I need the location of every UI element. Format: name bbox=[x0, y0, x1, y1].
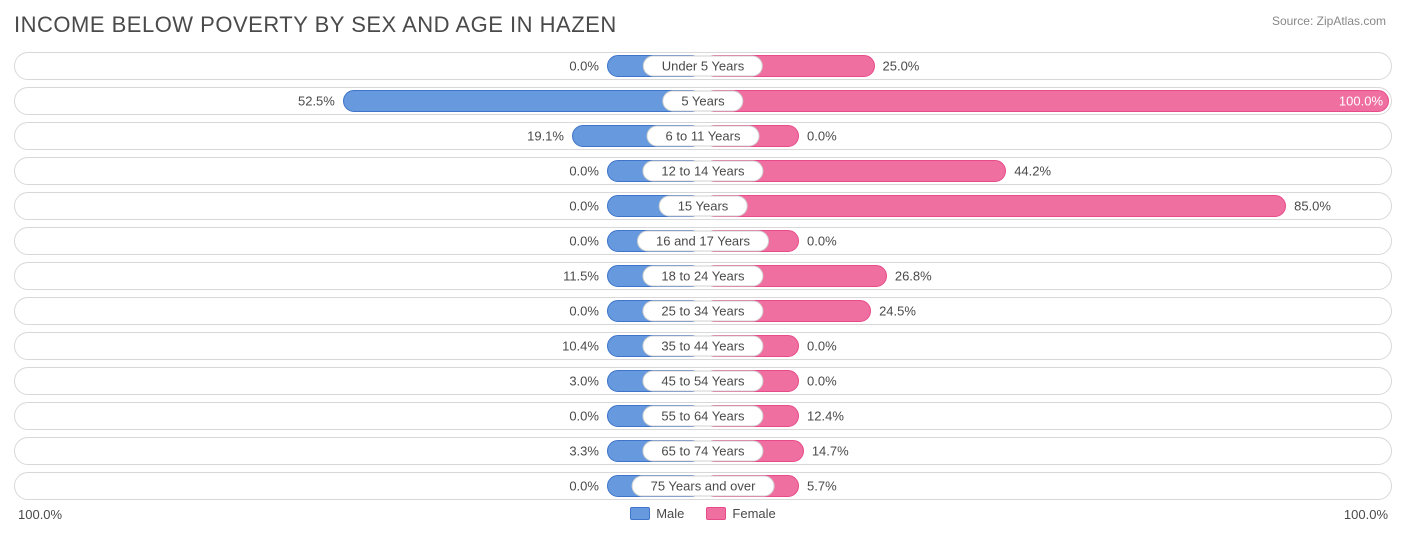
chart-title: INCOME BELOW POVERTY BY SEX AND AGE IN H… bbox=[14, 12, 1392, 38]
chart-row: 0.0% 12.4% 55 to 64 Years bbox=[14, 402, 1392, 430]
female-value-label: 100.0% bbox=[1339, 94, 1383, 109]
female-value-label: 0.0% bbox=[807, 129, 837, 144]
category-label: 12 to 14 Years bbox=[642, 161, 763, 182]
category-label: 6 to 11 Years bbox=[647, 126, 760, 147]
legend: Male Female bbox=[14, 506, 1392, 521]
category-label: 35 to 44 Years bbox=[642, 336, 763, 357]
female-value-label: 0.0% bbox=[807, 234, 837, 249]
male-value-label: 19.1% bbox=[527, 129, 564, 144]
female-value-label: 0.0% bbox=[807, 339, 837, 354]
female-value-label: 25.0% bbox=[883, 59, 920, 74]
chart-row: 3.3% 14.7% 65 to 74 Years bbox=[14, 437, 1392, 465]
category-label: 5 Years bbox=[662, 91, 743, 112]
male-value-label: 10.4% bbox=[562, 339, 599, 354]
female-value-label: 14.7% bbox=[812, 444, 849, 459]
legend-item-female: Female bbox=[706, 506, 775, 521]
male-value-label: 0.0% bbox=[569, 59, 599, 74]
male-value-label: 0.0% bbox=[569, 164, 599, 179]
chart-row: 0.0% 85.0% 15 Years bbox=[14, 192, 1392, 220]
female-value-label: 85.0% bbox=[1294, 199, 1331, 214]
legend-swatch-female bbox=[706, 507, 726, 520]
female-value-label: 44.2% bbox=[1014, 164, 1051, 179]
male-value-label: 0.0% bbox=[569, 304, 599, 319]
female-value-label: 26.8% bbox=[895, 269, 932, 284]
female-bar bbox=[703, 195, 1286, 217]
chart-row: 0.0% 0.0% 16 and 17 Years bbox=[14, 227, 1392, 255]
axis-left-label: 100.0% bbox=[18, 507, 62, 522]
category-label: 15 Years bbox=[659, 196, 748, 217]
male-value-label: 52.5% bbox=[298, 94, 335, 109]
chart-row: 10.4% 0.0% 35 to 44 Years bbox=[14, 332, 1392, 360]
female-bar bbox=[703, 90, 1389, 112]
category-label: 25 to 34 Years bbox=[642, 301, 763, 322]
male-value-label: 0.0% bbox=[569, 409, 599, 424]
chart-row: 0.0% 5.7% 75 Years and over bbox=[14, 472, 1392, 500]
male-bar bbox=[343, 90, 703, 112]
female-value-label: 0.0% bbox=[807, 374, 837, 389]
legend-label-female: Female bbox=[732, 506, 775, 521]
category-label: 18 to 24 Years bbox=[642, 266, 763, 287]
category-label: 45 to 54 Years bbox=[642, 371, 763, 392]
male-value-label: 3.3% bbox=[569, 444, 599, 459]
category-label: 16 and 17 Years bbox=[637, 231, 769, 252]
chart-row: 52.5% 100.0% 5 Years bbox=[14, 87, 1392, 115]
legend-label-male: Male bbox=[656, 506, 684, 521]
category-label: Under 5 Years bbox=[643, 56, 763, 77]
chart-row: 3.0% 0.0% 45 to 54 Years bbox=[14, 367, 1392, 395]
female-value-label: 12.4% bbox=[807, 409, 844, 424]
chart-row: 11.5% 26.8% 18 to 24 Years bbox=[14, 262, 1392, 290]
male-value-label: 0.0% bbox=[569, 234, 599, 249]
diverging-bar-chart: 0.0% 25.0% Under 5 Years 52.5% 100.0% 5 Years… bbox=[14, 52, 1392, 500]
female-value-label: 5.7% bbox=[807, 479, 837, 494]
chart-row: 0.0% 24.5% 25 to 34 Years bbox=[14, 297, 1392, 325]
legend-swatch-male bbox=[630, 507, 650, 520]
male-value-label: 3.0% bbox=[569, 374, 599, 389]
category-label: 65 to 74 Years bbox=[642, 441, 763, 462]
category-label: 75 Years and over bbox=[632, 476, 775, 497]
chart-row: 0.0% 25.0% Under 5 Years bbox=[14, 52, 1392, 80]
male-value-label: 0.0% bbox=[569, 479, 599, 494]
chart-row: 19.1% 0.0% 6 to 11 Years bbox=[14, 122, 1392, 150]
male-value-label: 0.0% bbox=[569, 199, 599, 214]
axis-right-label: 100.0% bbox=[1344, 507, 1388, 522]
source-attribution: Source: ZipAtlas.com bbox=[1272, 14, 1386, 28]
legend-item-male: Male bbox=[630, 506, 684, 521]
male-value-label: 11.5% bbox=[563, 269, 599, 284]
female-value-label: 24.5% bbox=[879, 304, 916, 319]
chart-row: 0.0% 44.2% 12 to 14 Years bbox=[14, 157, 1392, 185]
category-label: 55 to 64 Years bbox=[642, 406, 763, 427]
